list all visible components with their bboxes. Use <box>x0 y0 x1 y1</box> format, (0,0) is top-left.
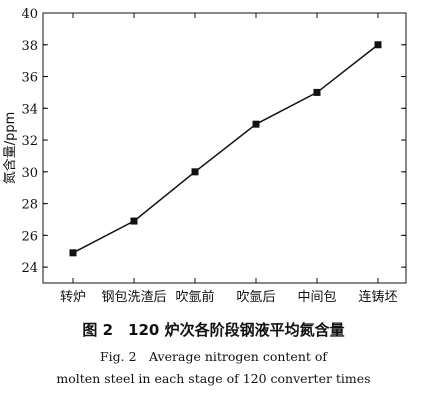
data-point-marker <box>191 168 199 176</box>
x-tick-label: 转炉 <box>60 290 86 305</box>
y-tick-label: 26 <box>21 229 38 244</box>
x-tick-label: 钢包洗渣后 <box>101 290 166 305</box>
y-axis-label: 氮含量/ppm <box>2 112 18 185</box>
y-tick-label: 38 <box>21 39 38 54</box>
figure-caption-en-line1: Fig. 2 Average nitrogen content of <box>99 349 328 364</box>
series-line <box>72 44 379 254</box>
data-point-marker <box>374 41 382 49</box>
x-tick-label: 连铸坯 <box>358 289 397 305</box>
y-tick-label: 32 <box>21 134 38 149</box>
data-point-marker <box>69 249 77 257</box>
y-tick-label: 24 <box>21 261 38 276</box>
y-tick-label: 28 <box>21 198 38 213</box>
figure-caption-zh: 图 2 120 炉次各阶段钢液平均氮含量 <box>82 321 345 339</box>
nitrogen-line-chart: 24 26 28 30 32 34 36 38 40 转炉 钢包洗渣后 吹氩前 吹氩后 中间包 连铸坯 氮含量… <box>2 7 407 305</box>
figure-caption-en-line2: molten steel in each stage of 120 conver… <box>56 371 371 386</box>
x-tick-label: 吹氩后 <box>236 290 275 305</box>
plot-frame <box>42 12 407 284</box>
data-point-marker <box>130 217 138 225</box>
y-tick-label: 36 <box>21 71 38 86</box>
x-tick-label: 吹氩前 <box>175 289 214 305</box>
y-tick-label: 40 <box>21 7 38 22</box>
y-tick-label: 30 <box>21 166 38 181</box>
x-tick-label: 中间包 <box>297 290 336 305</box>
y-tick-label: 34 <box>21 102 38 117</box>
data-point-marker <box>313 88 321 96</box>
data-point-marker <box>252 120 260 128</box>
